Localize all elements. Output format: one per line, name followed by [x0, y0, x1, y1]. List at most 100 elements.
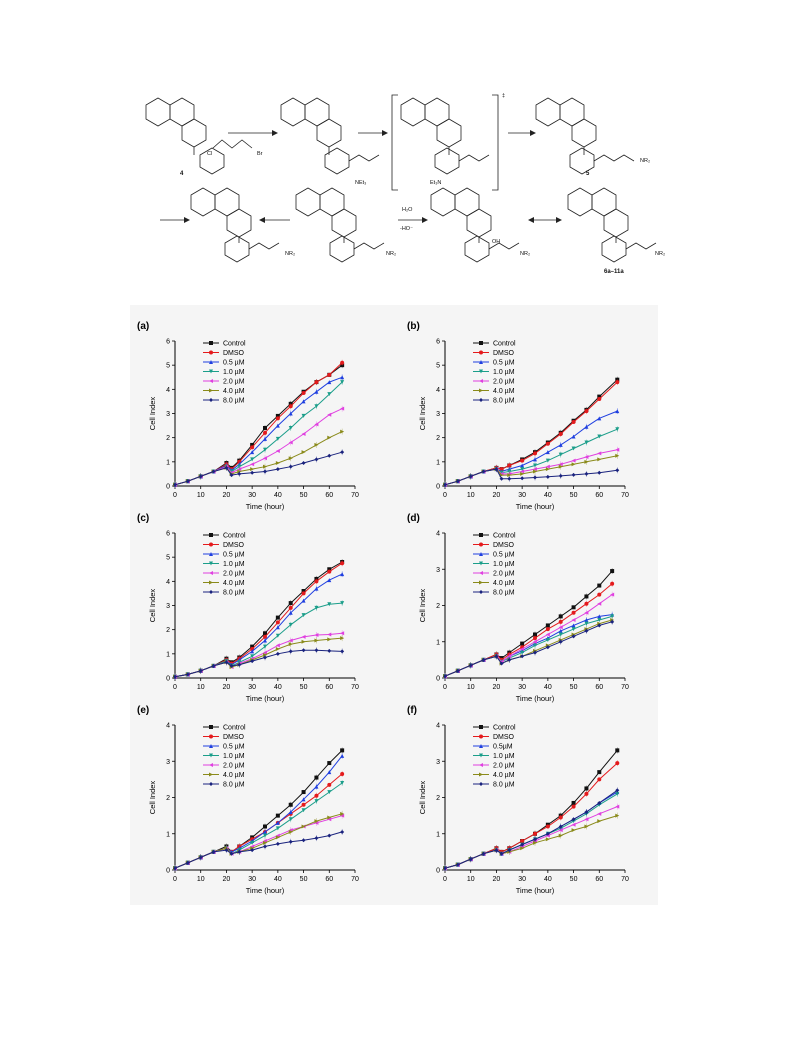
data-point: [288, 605, 293, 610]
legend-label: 0.5 µM: [223, 552, 245, 559]
data-point: [597, 583, 602, 588]
data-point: [288, 426, 293, 430]
data-point: [340, 781, 345, 785]
legend-marker: [209, 753, 213, 758]
panel-label: (d): [407, 513, 420, 524]
data-point: [275, 647, 280, 651]
reagent-et3n: Et₃N: [430, 180, 441, 186]
legend-marker: [209, 590, 213, 594]
data-point: [275, 423, 280, 428]
data-point: [558, 442, 563, 447]
compound-label-4: 4: [180, 171, 184, 177]
data-point: [314, 442, 319, 447]
data-point: [597, 623, 602, 628]
chart-panel: (f) 0 10 20 30 40 50 60 70 0 1 2 3 4 Time (hour) Cell I…: [407, 705, 629, 895]
data-point: [275, 841, 280, 846]
x-tick-label: 20: [493, 876, 501, 883]
legend-marker: [209, 763, 213, 767]
data-point: [263, 634, 267, 639]
x-tick-label: 10: [467, 876, 475, 883]
x-tick-label: 0: [173, 876, 177, 883]
data-point: [584, 409, 589, 414]
legend-label: 1.0 µM: [493, 561, 515, 568]
data-point: [340, 601, 345, 606]
data-point: [571, 458, 576, 463]
x-tick-label: 0: [173, 684, 177, 691]
x-tick-label: 10: [467, 492, 475, 499]
molecule-5: [535, 97, 635, 175]
y-axis-title: Cell Index: [418, 589, 427, 623]
data-point: [185, 860, 190, 865]
data-point: [571, 828, 576, 833]
data-point: [571, 634, 576, 639]
y-tick-label: 6: [166, 531, 170, 538]
data-point: [481, 657, 486, 662]
data-point: [314, 775, 319, 780]
legend-label: 2.0 µM: [223, 379, 245, 386]
data-point: [275, 620, 280, 625]
chart-panel: (c) 0 10 20 30 40 50 60 70 0 1 2 3 4 5 6 Time (hour) Cell…: [137, 513, 359, 703]
y-tick-label: 2: [166, 795, 170, 802]
panel-label: (c): [137, 513, 149, 524]
y-tick-label: 4: [166, 579, 170, 586]
data-point: [533, 840, 537, 845]
data-point: [288, 839, 293, 844]
data-point: [615, 761, 620, 766]
x-axis-title: Time (hour): [246, 694, 285, 703]
chart-panel: (d) 0 10 20 30 40 50 60 70 0 1 2 3 4 Time (hour) Cell I…: [407, 513, 629, 703]
bracket-right: [492, 94, 499, 191]
x-tick-label: 30: [248, 492, 256, 499]
legend-marker: [479, 398, 483, 402]
data-point: [250, 457, 255, 462]
legend-label: 4.0 µM: [493, 772, 515, 779]
x-tick-label: 30: [248, 876, 256, 883]
data-point: [340, 636, 345, 641]
data-point: [263, 464, 267, 469]
data-point: [443, 866, 447, 871]
data-point: [327, 761, 332, 766]
data-point: [558, 833, 563, 838]
data-point: [198, 474, 203, 479]
legend-marker: [479, 590, 483, 594]
data-point: [443, 482, 447, 487]
legend-marker: [209, 782, 213, 786]
y-tick-label: 2: [436, 795, 440, 802]
data-point: [327, 648, 332, 653]
data-point: [597, 601, 602, 606]
x-tick-label: 50: [300, 492, 308, 499]
data-point: [443, 674, 447, 679]
x-tick-label: 20: [493, 492, 501, 499]
legend-marker: [479, 763, 483, 767]
data-point: [340, 380, 345, 385]
compound-label-5: 5: [586, 171, 590, 177]
compound-label-6a-11a: 6a–11a: [604, 269, 624, 275]
legend-marker: [479, 772, 483, 777]
data-point: [314, 380, 319, 385]
legend-marker: [479, 341, 483, 345]
data-point: [571, 472, 576, 477]
legend-marker: [479, 753, 483, 758]
data-point: [499, 851, 504, 856]
data-point: [288, 642, 293, 647]
data-point: [571, 618, 576, 622]
data-point: [263, 426, 267, 430]
legend-marker: [209, 734, 213, 739]
data-point: [340, 748, 345, 753]
data-point: [481, 469, 486, 474]
data-point: [229, 663, 234, 668]
x-axis-title: Time (hour): [246, 502, 285, 511]
data-point: [275, 615, 280, 620]
data-point: [571, 446, 576, 451]
legend-marker: [209, 552, 213, 556]
data-point: [263, 840, 267, 845]
data-point: [558, 464, 563, 469]
y-tick-label: 3: [166, 759, 170, 766]
data-point: [558, 614, 563, 619]
data-point: [224, 660, 229, 665]
data-point: [520, 469, 525, 474]
y-tick-label: 0: [166, 868, 170, 875]
legend-label: 4.0 µM: [493, 388, 515, 395]
legend-marker: [209, 369, 213, 374]
x-axis-title: Time (hour): [516, 886, 555, 895]
